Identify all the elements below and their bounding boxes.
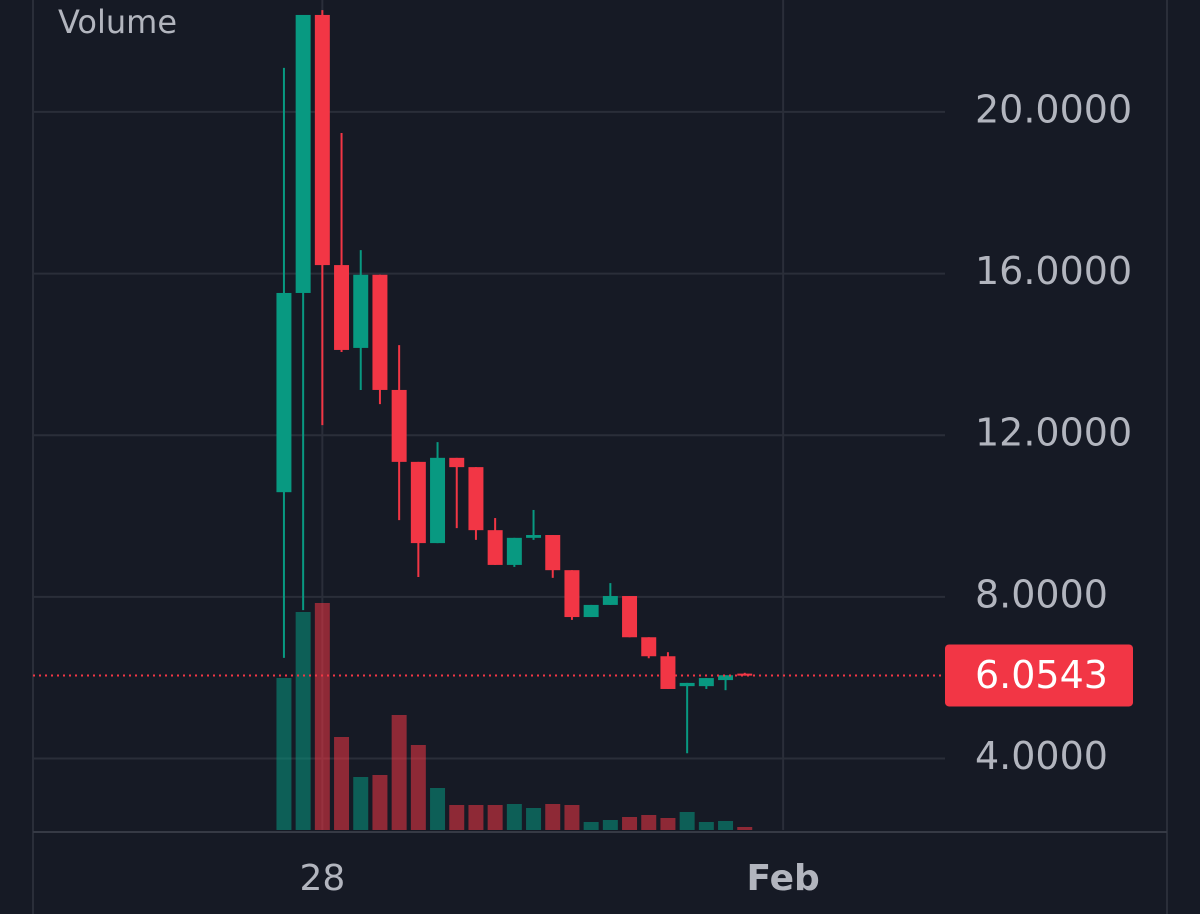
candle-body [506, 537, 522, 565]
volume-bar [641, 815, 657, 830]
y-tick-label: 4.0000 [975, 734, 1108, 778]
candle-body [564, 570, 580, 618]
volume-bar [737, 827, 753, 830]
y-tick-label: 16.0000 [975, 249, 1132, 293]
candle-body [391, 389, 407, 462]
candle-body [430, 457, 446, 544]
candle-body [449, 457, 465, 468]
last-price-box [945, 644, 1133, 707]
volume-bar [526, 808, 542, 830]
volume-bar [410, 745, 426, 830]
candle-body [545, 535, 561, 571]
candle-body [468, 467, 484, 531]
candle-body [622, 596, 638, 638]
candle-body [372, 274, 388, 390]
candle-body [410, 461, 426, 544]
candle-body [641, 637, 657, 657]
candle-body [698, 678, 714, 687]
volume-bar [295, 612, 311, 830]
last-price-label: 6.0543 [975, 653, 1108, 697]
volume-bar [564, 805, 580, 830]
candle-body [718, 675, 734, 681]
volume-bar [545, 804, 561, 830]
volume-bar [314, 603, 330, 830]
volume-bar [660, 818, 676, 830]
volume-bar [372, 775, 388, 830]
candle-body [353, 274, 369, 348]
volume-bar [353, 777, 369, 830]
y-tick-label: 8.0000 [975, 572, 1108, 616]
volume-bar [276, 678, 292, 830]
candle-body [602, 596, 618, 605]
x-tick-label: Feb [746, 858, 819, 899]
volume-bar [449, 805, 465, 830]
volume-bar [391, 715, 407, 830]
candle-body [679, 682, 695, 687]
candle-body [660, 656, 676, 689]
candle-body [334, 265, 350, 350]
candle-body [583, 604, 599, 618]
volume-bar [487, 805, 503, 830]
candle-body [295, 14, 311, 293]
volume-bar [622, 817, 638, 830]
y-tick-label: 12.0000 [975, 411, 1132, 455]
volume-title: Volume [58, 3, 177, 41]
candle-body [276, 292, 292, 493]
volume-bar [468, 805, 484, 830]
candle-body [314, 14, 330, 266]
volume-bar [334, 737, 350, 830]
candle-body [487, 530, 503, 565]
x-tick-label: 28 [299, 858, 345, 899]
volume-bar [506, 804, 522, 830]
volume-bar [679, 812, 695, 830]
candle-body [737, 673, 753, 676]
volume-bar [602, 820, 618, 830]
volume-bar [718, 821, 734, 830]
volume-bar [430, 788, 446, 830]
volume-bar [583, 822, 599, 830]
candle-body [526, 535, 542, 538]
volume-bar [698, 822, 714, 830]
y-tick-label: 20.0000 [975, 87, 1132, 131]
